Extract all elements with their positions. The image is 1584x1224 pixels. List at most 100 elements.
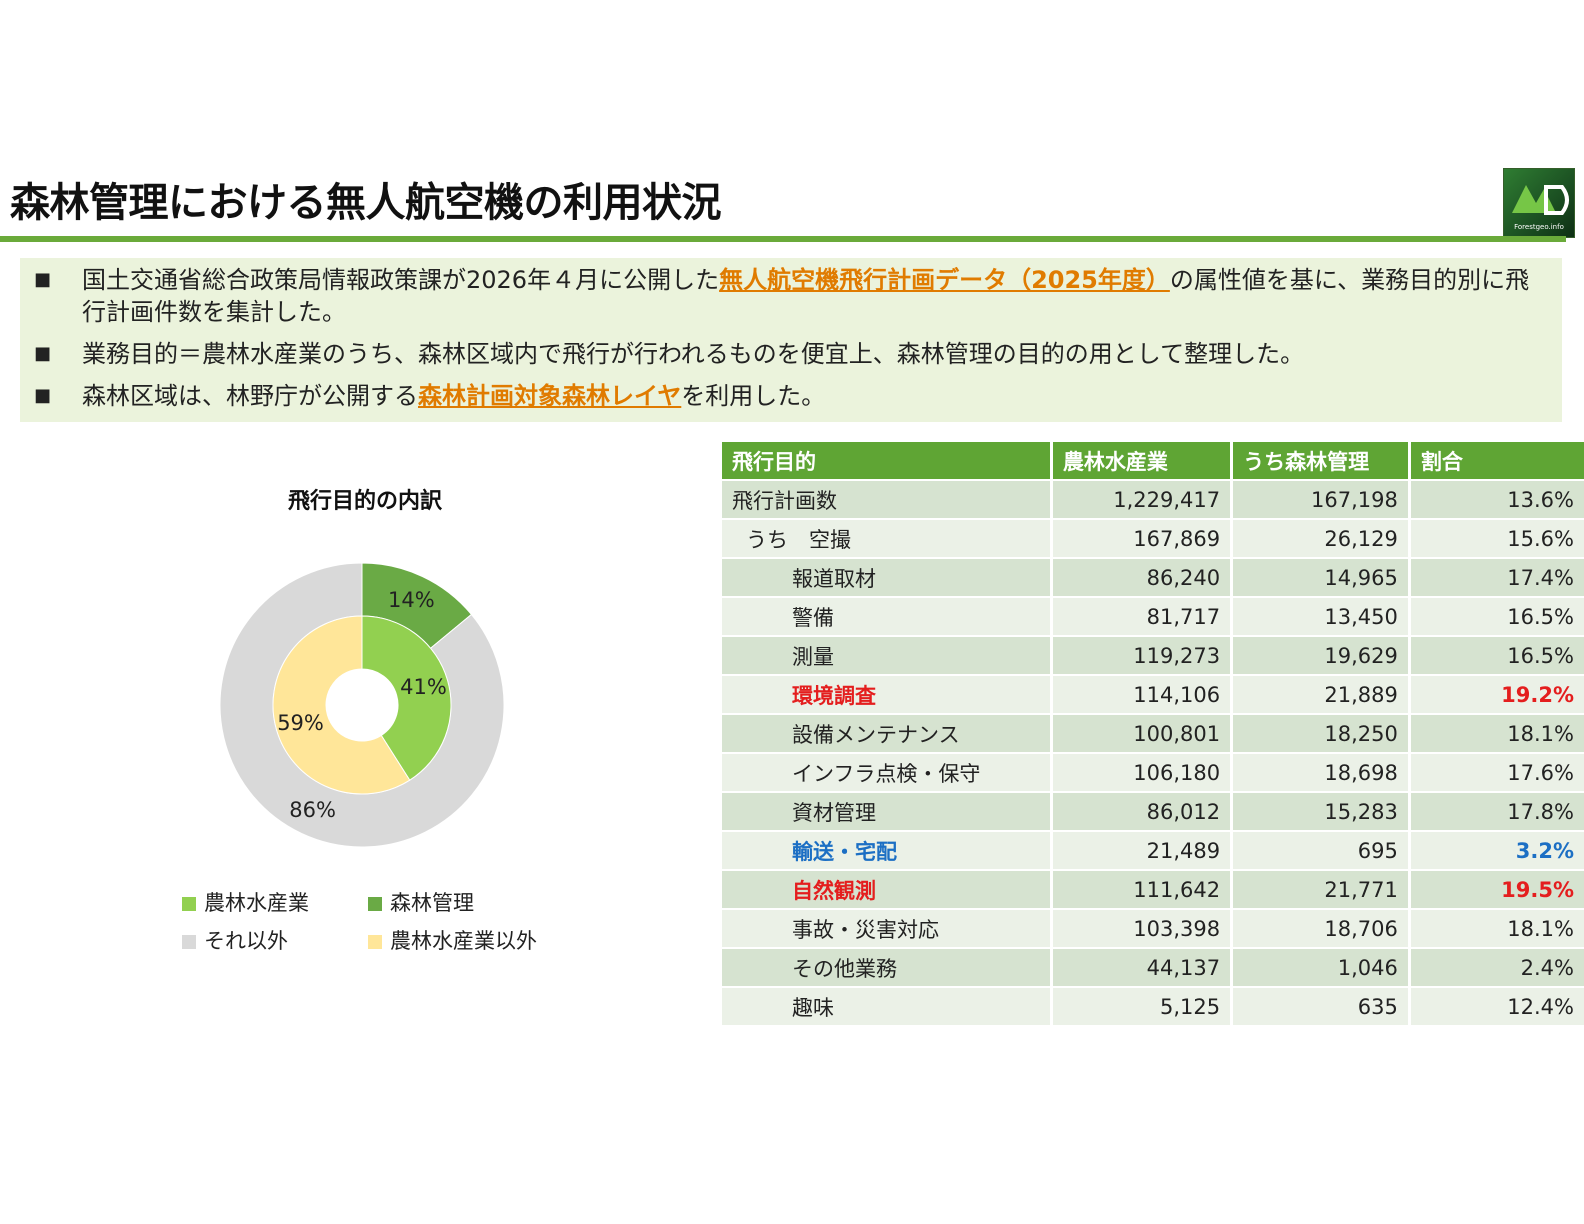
note-item: ■ 森林区域は、林野庁が公開する森林計画対象森林レイヤを利用した。 — [34, 380, 1542, 412]
ratio: 18.1% — [1410, 908, 1584, 947]
flight-plan-data-link[interactable]: 無人航空機飛行計画データ（2025年度） — [719, 266, 1170, 294]
notes-box: ■ 国土交通省総合政策局情報政策課が2026年４月に公開した無人航空機飛行計画デ… — [20, 258, 1562, 422]
flight-purpose-table: 飛行目的 農林水産業 うち森林管理 割合 飛行計画数 1,229,417 167,1… — [722, 442, 1584, 1025]
row-label: うち 空撮 — [722, 518, 1053, 557]
forest-count: 18,250 — [1233, 713, 1411, 752]
table-body: 飛行計画数 1,229,417 167,198 13.6% うち 空撮 167,869 26… — [722, 479, 1584, 1025]
forest-count: 13,450 — [1233, 596, 1411, 635]
ratio: 16.5% — [1410, 596, 1584, 635]
agri-count: 86,240 — [1052, 557, 1234, 596]
note-text: 森林区域は、林野庁が公開する森林計画対象森林レイヤを利用した。 — [82, 380, 1542, 412]
row-label: 資材管理 — [722, 791, 1053, 830]
agri-count: 103,398 — [1052, 908, 1234, 947]
ratio: 15.6% — [1410, 518, 1584, 557]
legend-item: それ以外 — [182, 926, 288, 956]
agri-count: 1,229,417 — [1052, 479, 1234, 518]
note-item: ■ 国土交通省総合政策局情報政策課が2026年４月に公開した無人航空機飛行計画デ… — [34, 264, 1542, 328]
row-label: 設備メンテナンス — [722, 713, 1053, 752]
ratio: 2.4% — [1410, 947, 1584, 986]
table-row: インフラ点検・保守 106,180 18,698 17.6% — [722, 752, 1584, 791]
table-row: 輸送・宅配 21,489 695 3.2% — [722, 830, 1584, 869]
table-row: 測量 119,273 19,629 16.5% — [722, 635, 1584, 674]
chart-title: 飛行目的の内訳 — [287, 489, 442, 514]
forest-count: 14,965 — [1233, 557, 1411, 596]
row-label: インフラ点検・保守 — [722, 752, 1053, 791]
bullet-icon: ■ — [34, 343, 52, 364]
agri-count: 167,869 — [1052, 518, 1234, 557]
logo-text: Forestgeo.info — [1514, 223, 1564, 231]
note-text: 国土交通省総合政策局情報政策課が2026年４月に公開した無人航空機飛行計画データ… — [82, 264, 1542, 328]
table-row: 飛行計画数 1,229,417 167,198 13.6% — [722, 479, 1584, 518]
donut-slice-inner-0 — [361, 615, 452, 781]
table-header-row: 飛行目的 農林水産業 うち森林管理 割合 — [722, 442, 1584, 479]
page-title: 森林管理における無人航空機の利用状況 — [10, 180, 722, 226]
forestgeo-logo-icon — [1512, 185, 1569, 215]
slice-label: 41% — [400, 675, 447, 699]
column-header: 割合 — [1410, 442, 1584, 479]
bullet-icon: ■ — [34, 269, 52, 290]
forest-count: 635 — [1233, 986, 1411, 1025]
legend-swatch — [182, 897, 196, 911]
ratio: 12.4% — [1410, 986, 1584, 1025]
table-row: 事故・災害対応 103,398 18,706 18.1% — [722, 908, 1584, 947]
note-text: 業務目的＝農林水産業のうち、森林区域内で飛行が行われるものを便宜上、森林管理の目… — [82, 338, 1542, 370]
agri-count: 44,137 — [1052, 947, 1234, 986]
agri-count: 21,489 — [1052, 830, 1234, 869]
agri-count: 106,180 — [1052, 752, 1234, 791]
column-header: 飛行目的 — [722, 442, 1053, 479]
agri-count: 81,717 — [1052, 596, 1234, 635]
column-header: 農林水産業 — [1052, 442, 1234, 479]
note-text-before: 業務目的＝農林水産業のうち、森林区域内で飛行が行われるものを便宜上、森林管理の目… — [82, 340, 1305, 368]
row-label: 報道取材 — [722, 557, 1053, 596]
row-label: 測量 — [722, 635, 1053, 674]
note-text-after: の属性値を基に、業務目的別に飛行計画件数を集計した。 — [82, 266, 1530, 326]
forest-count: 19,629 — [1233, 635, 1411, 674]
ratio: 19.5% — [1410, 869, 1584, 908]
bullet-icon: ■ — [34, 385, 52, 406]
row-label: 警備 — [722, 596, 1053, 635]
row-label: 飛行計画数 — [722, 479, 1053, 518]
row-label: 輸送・宅配 — [722, 830, 1053, 869]
forest-count: 15,283 — [1233, 791, 1411, 830]
note-text-before: 森林区域は、林野庁が公開する — [82, 382, 418, 410]
row-label: 自然観測 — [722, 869, 1053, 908]
table-row: うち 空撮 167,869 26,129 15.6% — [722, 518, 1584, 557]
legend-label: 森林管理 — [390, 891, 474, 915]
forest-count: 695 — [1233, 830, 1411, 869]
legend-swatch — [182, 935, 196, 949]
ratio: 3.2% — [1410, 830, 1584, 869]
agri-count: 111,642 — [1052, 869, 1234, 908]
note-text-after: を利用した。 — [681, 382, 826, 410]
table-row: 設備メンテナンス 100,801 18,250 18.1% — [722, 713, 1584, 752]
legend-item: 森林管理 — [368, 888, 474, 918]
ratio: 18.1% — [1410, 713, 1584, 752]
ratio: 19.2% — [1410, 674, 1584, 713]
slice-label: 59% — [277, 711, 324, 735]
table-row: 警備 81,717 13,450 16.5% — [722, 596, 1584, 635]
ratio: 17.6% — [1410, 752, 1584, 791]
note-text-before: 国土交通省総合政策局情報政策課が2026年４月に公開した — [82, 266, 720, 294]
row-label: 環境調査 — [722, 674, 1053, 713]
donut-chart: 14% 86% 41% 59% — [219, 562, 505, 848]
forest-layer-link[interactable]: 森林計画対象森林レイヤ — [418, 382, 682, 410]
title-divider — [0, 236, 1566, 242]
legend-item: 農林水産業 — [182, 888, 309, 918]
slice-label: 14% — [388, 588, 435, 612]
forest-count: 167,198 — [1233, 479, 1411, 518]
forest-count: 18,698 — [1233, 752, 1411, 791]
row-label: 事故・災害対応 — [722, 908, 1053, 947]
legend-item: 農林水産業以外 — [368, 926, 537, 956]
forest-count: 26,129 — [1233, 518, 1411, 557]
table-row: 趣味 5,125 635 12.4% — [722, 986, 1584, 1025]
legend-label: それ以外 — [204, 929, 288, 953]
ratio: 17.8% — [1410, 791, 1584, 830]
agri-count: 119,273 — [1052, 635, 1234, 674]
agri-count: 100,801 — [1052, 713, 1234, 752]
table-row: 自然観測 111,642 21,771 19.5% — [722, 869, 1584, 908]
agri-count: 5,125 — [1052, 986, 1234, 1025]
forest-count: 21,889 — [1233, 674, 1411, 713]
forest-count: 18,706 — [1233, 908, 1411, 947]
ratio: 17.4% — [1410, 557, 1584, 596]
donut-slice-inner-1 — [272, 615, 411, 795]
legend-label: 農林水産業 — [204, 891, 309, 915]
